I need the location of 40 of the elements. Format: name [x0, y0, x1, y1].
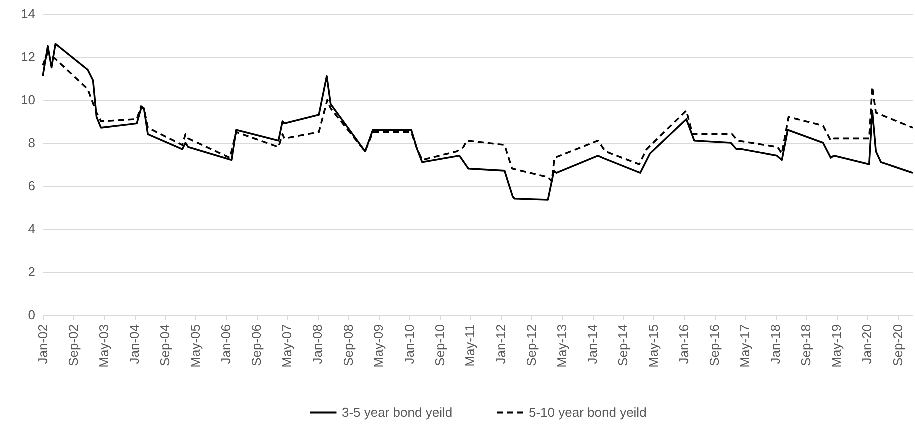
x-tick-label: May-19: [829, 324, 844, 368]
x-tick-label: May-13: [554, 324, 570, 368]
y-tick-label: 2: [28, 264, 36, 280]
y-tick-label: 14: [21, 6, 36, 22]
x-tick-label: Sep-14: [616, 324, 630, 366]
x-tick-label: May-17: [737, 324, 752, 368]
y-tick-label: 6: [28, 178, 36, 194]
x-tick-label: Jan-20: [860, 324, 875, 364]
x-tick-label: May-03: [96, 324, 112, 368]
x-tick-label: Jan-08: [310, 324, 326, 364]
x-tick-label: Sep-12: [524, 324, 539, 366]
y-tick-label: 0: [28, 308, 36, 322]
x-tick-label: Jan-18: [768, 324, 784, 364]
x-tick-label: Sep-16: [707, 324, 722, 366]
x-tick-label: May-15: [646, 324, 661, 368]
x-tick-label: May-09: [371, 324, 386, 368]
legend-label: 5-10 year bond yeild: [529, 404, 647, 420]
x-tick-label: Jan-14: [585, 324, 600, 364]
y-tick-label: 10: [21, 92, 36, 108]
x-tick-label: May-05: [188, 324, 203, 368]
x-tick-label: May-11: [462, 324, 478, 367]
x-tick-label: Jan-10: [402, 324, 417, 364]
x-tick-label: Sep-10: [432, 324, 448, 366]
x-tick-label: Sep-02: [66, 324, 81, 366]
y-tick-label: 8: [28, 136, 36, 150]
x-tick-label: Jan-16: [676, 324, 692, 364]
x-tick-label: Sep-06: [249, 324, 264, 366]
y-tick-label: 4: [28, 222, 36, 236]
x-tick-label: Jan-04: [127, 324, 142, 364]
legend-label: 3-5 year bond yeild: [342, 404, 453, 420]
x-tick-label: Sep-04: [158, 324, 173, 366]
x-tick-label: May-07: [279, 324, 294, 368]
y-tick-label: 12: [21, 50, 36, 64]
x-tick-label: Jan-12: [493, 324, 508, 364]
x-tick-label: Jan-06: [218, 324, 234, 364]
line-series: [42, 43, 914, 201]
x-tick-label: Sep-18: [798, 324, 814, 366]
x-tick-label: Sep-20: [890, 324, 906, 366]
x-tick-label: Sep-08: [340, 324, 356, 366]
x-tick-label: Jan-02: [36, 324, 50, 364]
